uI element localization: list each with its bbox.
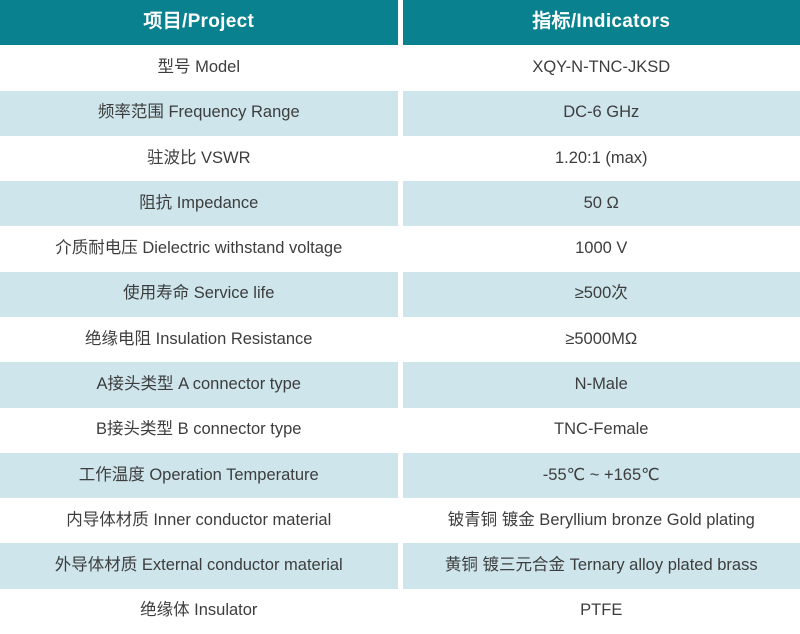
indicator-cell: 50 Ω xyxy=(402,181,800,227)
project-cell: 型号 Model xyxy=(0,45,398,91)
project-cell: 内导体材质 Inner conductor material xyxy=(0,498,398,544)
indicator-cell: 1000 V xyxy=(402,226,800,272)
table-row: B接头类型 B connector type TNC-Female xyxy=(0,407,800,453)
project-cell: 工作温度 Operation Temperature xyxy=(0,452,398,499)
header-indicators-cell: 指标/Indicators xyxy=(402,0,800,46)
indicator-cell: DC-6 GHz xyxy=(402,90,800,136)
table-row: 绝缘电阻 Insulation Resistance ≥5000MΩ xyxy=(0,316,800,363)
project-cell: B接头类型 B connector type xyxy=(0,407,398,453)
project-cell: 绝缘体 Insulator xyxy=(0,588,398,634)
table-row: 工作温度 Operation Temperature -55℃ ~ +165℃ xyxy=(0,452,800,499)
project-cell: 频率范围 Frequency Range xyxy=(0,90,398,136)
table-row: 驻波比 VSWR 1.20:1 (max) xyxy=(0,135,800,182)
table-row: 内导体材质 Inner conductor material 铍青铜 镀金 Be… xyxy=(0,498,800,544)
indicator-cell: ≥5000MΩ xyxy=(402,316,800,363)
indicator-cell: XQY-N-TNC-JKSD xyxy=(402,45,800,91)
table-row: A接头类型 A connector type N-Male xyxy=(0,362,800,408)
table-header-row: 项目/Project 指标/Indicators xyxy=(0,0,800,46)
project-cell: A接头类型 A connector type xyxy=(0,362,398,408)
project-cell: 阻抗 Impedance xyxy=(0,181,398,227)
table-row: 介质耐电压 Dielectric withstand voltage 1000 … xyxy=(0,226,800,272)
header-project-cell: 项目/Project xyxy=(0,0,398,46)
indicator-cell: N-Male xyxy=(402,362,800,408)
indicator-cell: PTFE xyxy=(402,588,800,634)
table-row: 型号 Model XQY-N-TNC-JKSD xyxy=(0,45,800,91)
project-cell: 外导体材质 External conductor material xyxy=(0,543,398,589)
indicator-cell: ≥500次 xyxy=(402,271,800,317)
indicator-cell: 黄铜 镀三元合金 Ternary alloy plated brass xyxy=(402,543,800,589)
project-cell: 介质耐电压 Dielectric withstand voltage xyxy=(0,226,398,272)
indicator-cell: TNC-Female xyxy=(402,407,800,453)
project-cell: 绝缘电阻 Insulation Resistance xyxy=(0,316,398,363)
indicator-cell: -55℃ ~ +165℃ xyxy=(402,452,800,499)
table-row: 外导体材质 External conductor material 黄铜 镀三元… xyxy=(0,543,800,589)
project-cell: 驻波比 VSWR xyxy=(0,135,398,182)
table-row: 阻抗 Impedance 50 Ω xyxy=(0,181,800,227)
indicator-cell: 1.20:1 (max) xyxy=(402,135,800,182)
project-cell: 使用寿命 Service life xyxy=(0,271,398,317)
table-row: 频率范围 Frequency Range DC-6 GHz xyxy=(0,90,800,136)
table-row: 使用寿命 Service life ≥500次 xyxy=(0,271,800,317)
indicator-cell: 铍青铜 镀金 Beryllium bronze Gold plating xyxy=(402,498,800,544)
table-row: 绝缘体 Insulator PTFE xyxy=(0,588,800,634)
